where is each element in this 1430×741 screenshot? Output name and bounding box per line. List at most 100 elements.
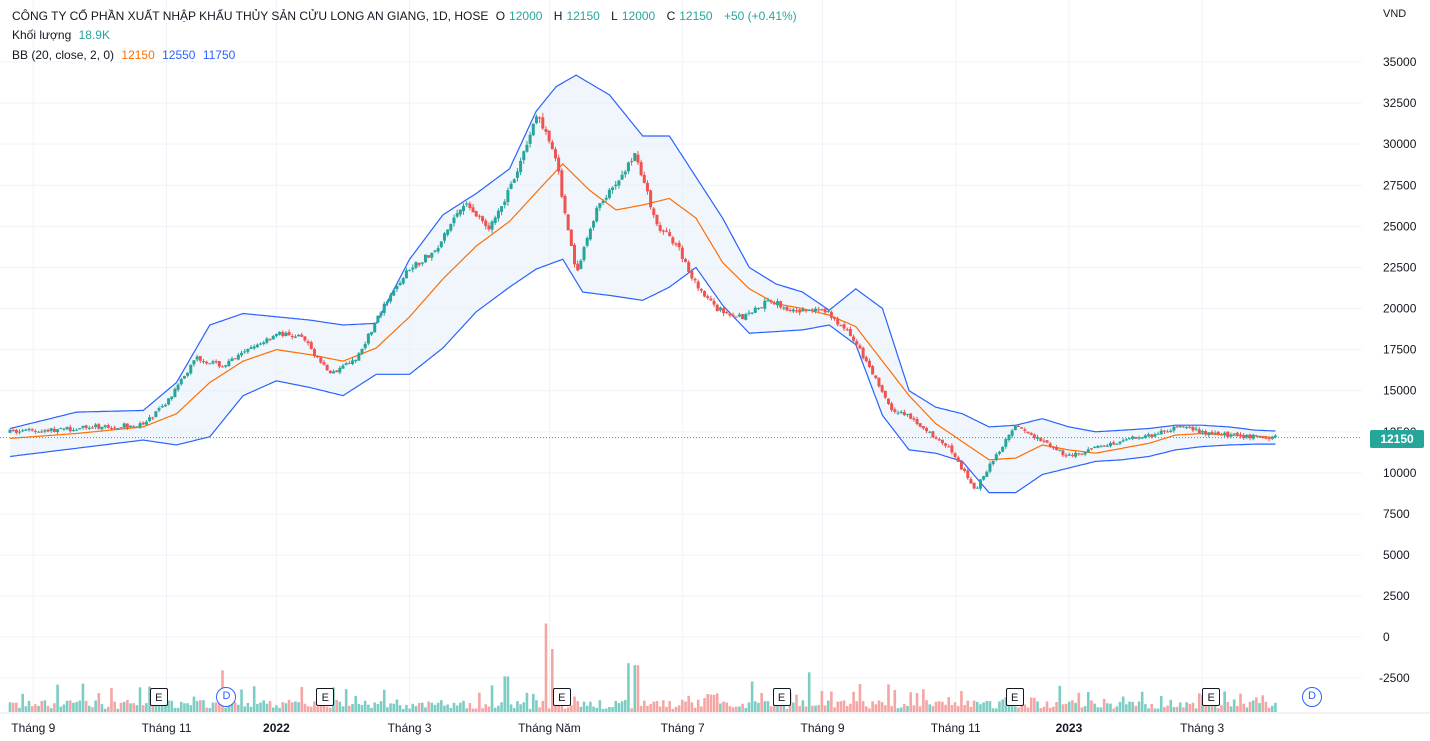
- candle-body: [718, 307, 722, 311]
- candle-body: [785, 306, 789, 311]
- candle-body: [668, 232, 672, 237]
- volume-bar: [313, 701, 316, 712]
- volume-bar: [1121, 696, 1125, 712]
- dividend-marker[interactable]: D: [1302, 687, 1323, 707]
- legend-bb-lower: 11750: [202, 48, 236, 62]
- legend-bb-line[interactable]: BB (20, close, 2, 0) 12150 12550 11750: [12, 47, 239, 63]
- volume-bar: [690, 702, 694, 712]
- candle-body: [953, 453, 957, 457]
- candle-body: [544, 129, 548, 132]
- candle-body: [1096, 445, 1100, 448]
- candle-body: [557, 157, 561, 172]
- volume-bar: [557, 701, 560, 712]
- candle-body: [271, 335, 275, 340]
- candle-body: [1156, 433, 1160, 435]
- volume-bar: [763, 701, 767, 712]
- candle-body: [132, 426, 136, 428]
- earnings-marker[interactable]: E: [149, 688, 168, 706]
- candle-body: [94, 424, 98, 428]
- volume-bar: [249, 706, 253, 712]
- earnings-marker[interactable]: E: [552, 688, 571, 706]
- volume-bar: [110, 688, 113, 712]
- candle-body: [1245, 434, 1249, 438]
- volume-bar: [918, 706, 922, 712]
- candle-body: [493, 217, 497, 223]
- volume-bar: [233, 702, 237, 712]
- volume-axis: 5000 2500 0 -2500: [1379, 548, 1410, 685]
- volume-bar: [1074, 702, 1077, 712]
- volume-bar: [1236, 705, 1239, 712]
- volume-bar: [1067, 701, 1071, 712]
- candle-body: [814, 308, 818, 312]
- candle-body: [1045, 440, 1049, 443]
- volume-bar: [1169, 699, 1173, 712]
- candle-body: [737, 314, 741, 317]
- volume-bar: [941, 701, 944, 712]
- volume-bar: [8, 702, 12, 712]
- earnings-marker[interactable]: E: [1005, 688, 1024, 706]
- candle-body: [449, 224, 453, 231]
- candle-body: [1061, 450, 1065, 456]
- earnings-marker[interactable]: E: [772, 688, 791, 706]
- candle-body: [1204, 431, 1208, 435]
- volume-bar: [94, 700, 97, 712]
- candle-body: [848, 328, 852, 336]
- volume-bar: [868, 708, 871, 712]
- volume-bar: [944, 704, 947, 712]
- volume-bar: [11, 702, 15, 712]
- volume-bar: [1125, 704, 1128, 712]
- dividend-marker[interactable]: D: [216, 687, 237, 707]
- volume-bar: [309, 706, 313, 712]
- legend-volume-line[interactable]: Khối lượng 18.9K: [12, 27, 114, 43]
- candle-body: [309, 342, 313, 349]
- volume-bar: [947, 697, 951, 712]
- volume-bar: [585, 705, 589, 712]
- candle-body: [1017, 426, 1021, 428]
- candle-body: [1093, 447, 1097, 449]
- volume-bar: [65, 700, 69, 712]
- volume-bar: [1258, 703, 1261, 712]
- candle-body: [1001, 446, 1005, 452]
- volume-bar: [915, 693, 919, 712]
- candle-body: [978, 479, 982, 489]
- candle-body: [1261, 436, 1265, 438]
- candle-body: [97, 424, 101, 429]
- volume-bar: [224, 707, 227, 712]
- candle-body: [1169, 430, 1173, 433]
- volume-bar: [126, 700, 129, 712]
- candle-body: [208, 363, 212, 365]
- candle-body: [1264, 437, 1268, 439]
- candle-body: [52, 428, 56, 432]
- volume-bar: [237, 704, 240, 712]
- volume-bar: [795, 694, 798, 712]
- candle-body: [534, 116, 538, 124]
- candle-body: [27, 428, 31, 430]
- candle-body: [550, 141, 554, 150]
- candle-body: [1229, 434, 1233, 437]
- volume-bar: [478, 692, 481, 712]
- candle-body: [1223, 432, 1227, 435]
- earnings-marker[interactable]: E: [1202, 688, 1221, 706]
- candle-body: [988, 463, 992, 472]
- volume-bar: [471, 708, 475, 712]
- candle-body: [487, 225, 491, 230]
- volume-bar: [1159, 695, 1163, 712]
- candle-body: [87, 427, 91, 429]
- volume-bar: [804, 706, 808, 712]
- volume-bar: [1001, 699, 1004, 712]
- volume-bar: [1264, 701, 1268, 712]
- volume-bar: [792, 702, 795, 712]
- candle-body: [611, 187, 615, 190]
- candle-body: [699, 288, 703, 291]
- earnings-marker[interactable]: E: [316, 688, 335, 706]
- candle-body: [122, 423, 126, 428]
- candle-body: [303, 336, 307, 341]
- candle-body: [804, 310, 808, 312]
- candle-body: [703, 290, 707, 297]
- legend-open: 12000: [509, 9, 543, 23]
- candle-body: [639, 162, 643, 176]
- candle-body: [763, 300, 767, 309]
- volume-bar: [893, 689, 897, 712]
- candle-body: [430, 252, 434, 258]
